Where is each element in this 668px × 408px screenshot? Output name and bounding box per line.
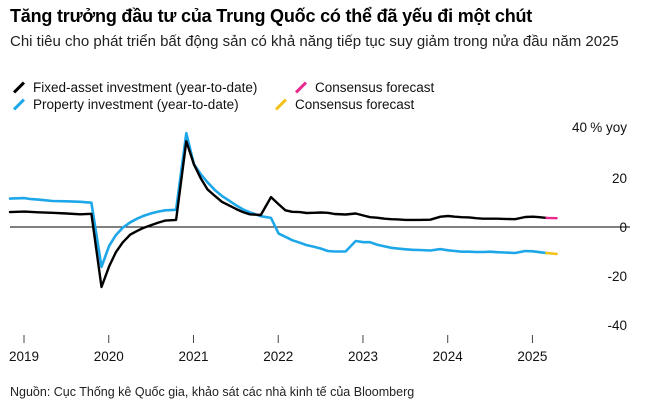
legend-label-property-forecast: Consensus forecast xyxy=(295,97,415,112)
x-tick-label: 2021 xyxy=(178,349,208,364)
series-line-property-forecast xyxy=(545,251,558,256)
y-tick-label: 40 xyxy=(572,120,587,135)
y-tick-label: -20 xyxy=(607,269,627,284)
legend-item-fixed-asset: Fixed-asset investment (year-to-date) xyxy=(10,80,257,95)
x-tick-label: 2025 xyxy=(517,349,547,364)
legend-label-property: Property investment (year-to-date) xyxy=(33,97,239,112)
x-tick-label: 2024 xyxy=(433,349,464,364)
x-tick-label: 2020 xyxy=(94,349,124,364)
y-axis-unit-label: % yoy xyxy=(590,120,627,135)
legend-label-fixed-asset: Fixed-asset investment (year-to-date) xyxy=(33,80,258,95)
series-lines xyxy=(8,131,558,289)
legend-label-fixed-forecast: Consensus forecast xyxy=(315,80,435,95)
x-tick-label: 2019 xyxy=(9,349,39,364)
x-axis-ticks: 2019 2020 2021 2022 2023 2024 2025 xyxy=(9,335,547,364)
legend-item-property: Property investment (year-to-date) xyxy=(10,97,239,112)
legend-item-fixed-forecast: Consensus forecast xyxy=(292,80,434,95)
x-tick-label: 2022 xyxy=(263,349,293,364)
y-tick-label: -40 xyxy=(607,318,627,333)
chart-title: Tăng trưởng đầu tư của Trung Quốc có thể… xyxy=(10,6,533,26)
series-line-fixed-asset xyxy=(8,140,548,289)
series-line-property xyxy=(8,131,548,269)
legend-item-property-forecast: Consensus forecast xyxy=(272,97,414,112)
source-note: Nguồn: Cục Thống kê Quốc gia, khảo sát c… xyxy=(10,385,415,399)
y-tick-label: 20 xyxy=(612,171,627,186)
chart-subtitle: Chi tiêu cho phát triển bất động sản có … xyxy=(10,33,619,50)
x-tick-label: 2023 xyxy=(348,349,378,364)
